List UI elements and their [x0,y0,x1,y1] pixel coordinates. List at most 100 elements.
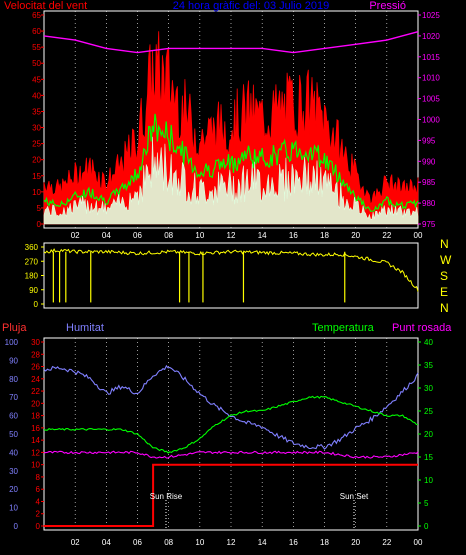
temp-x-tick-label: 14 [258,538,267,547]
rain-tick-label: 14 [31,436,40,445]
direction-label-3: E [440,285,448,299]
pressure-tick-label: 1005 [422,95,440,104]
rain-tick-label: 30 [31,338,40,347]
temp-x-tick-label: 16 [289,538,298,547]
rain-tick-label: 6 [36,485,41,494]
sunset-label: Sun Set [340,492,369,501]
temp-x-tick-label: 12 [227,538,236,547]
humidity-tick-label: 0 [14,522,19,531]
humidity-tick-label: 50 [9,430,18,439]
wind-x-tick-label: 08 [164,231,173,240]
temperature-y-axis: 0 5 10 15 20 25 30 35 40 [418,338,433,531]
direction-label-0: N [440,237,449,251]
wind-tick-label: 30 [32,124,41,133]
wind-x-tick-label: 00 [414,231,423,240]
pressure-tick-label: 1020 [422,32,440,41]
temp-x-tick-label: 06 [133,538,142,547]
wind-tick-label: 45 [32,75,41,84]
pressure-tick-label: 985 [422,178,436,187]
direction-tick-label: 360 [25,243,39,252]
wind-x-tick-label: 04 [102,231,111,240]
pressure-tick-label: 1010 [422,74,440,83]
humidity-y-axis: 0 10 20 30 40 50 60 70 80 90 100 [5,338,19,531]
dew-point-series [43,450,419,459]
wind-tick-label: 5 [37,204,42,213]
wind-tick-label: 20 [32,156,41,165]
direction-series [43,248,419,303]
wind-tick-label: 10 [32,188,41,197]
humidity-title: Humitat [66,322,104,334]
direction-y-axis: 0 90 180 270 360 [25,243,44,309]
humidity-tick-label: 70 [9,393,18,402]
humidity-tick-label: 20 [9,485,18,494]
temperature-tick-label: 10 [424,476,433,485]
chart-date-title: 24 hora gràfic del: 03 Julio 2019 [173,0,330,12]
wind-x-tick-label: 18 [320,231,329,240]
rain-tick-label: 20 [31,399,40,408]
rain-tick-label: 16 [31,424,40,433]
temperature-series [43,395,419,454]
direction-plot-frame [43,242,419,309]
direction-label-1: W [440,253,452,267]
humidity-tick-label: 10 [9,504,18,513]
humidity-tick-label: 40 [9,448,18,457]
rain-tick-label: 18 [31,412,40,421]
pressure-tick-label: 995 [422,136,436,145]
temperature-tick-label: 35 [424,361,433,370]
rain-tick-label: 8 [36,473,41,482]
wind-tick-label: 40 [32,91,41,100]
wind-y-axis: 0 5 10 15 20 25 30 35 40 45 50 55 60 65 [32,11,44,229]
direction-tick-label: 0 [34,300,39,309]
wind-x-tick-label: 06 [133,231,142,240]
wind-x-tick-label: 12 [227,231,236,240]
pressure-tick-label: 975 [422,220,436,229]
temperature-tick-label: 20 [424,430,433,439]
temperature-tick-label: 25 [424,407,433,416]
pressure-tick-label: 1025 [422,11,440,20]
temp-x-tick-label: 02 [71,538,80,547]
direction-tick-label: 270 [25,257,39,266]
humidity-tick-label: 100 [5,338,19,347]
direction-label-4: N [440,301,449,315]
wind-x-tick-label: 22 [382,231,391,240]
wind-x-tick-label: 16 [289,231,298,240]
temperature-title: Temperatura [312,322,375,334]
wind-tick-label: 15 [32,172,41,181]
temperature-tick-label: 30 [424,384,433,393]
wind-tick-label: 25 [32,140,41,149]
pressure-series [43,31,419,54]
temp-series [43,364,419,527]
humidity-tick-label: 80 [9,375,18,384]
wind-tick-label: 60 [32,27,41,36]
rain-series [44,463,418,527]
pressure-tick-label: 1015 [422,53,440,62]
wind-tick-label: 55 [32,43,41,52]
dew-point-title: Punt rosada [392,322,452,334]
pressure-tick-label: 990 [422,157,436,166]
humidity-series [43,364,419,450]
temperature-tick-label: 40 [424,338,433,347]
temp-x-tick-label: 20 [351,538,360,547]
wind-tick-label: 0 [37,220,42,229]
temp-x-tick-label: 00 [414,538,423,547]
wind-tick-label: 65 [32,11,41,20]
temp-x-tick-label: 08 [164,538,173,547]
wind-series [43,31,419,225]
humidity-tick-label: 90 [9,356,18,365]
rain-title: Pluja [2,322,27,334]
rain-tick-label: 24 [31,375,40,384]
rain-tick-label: 26 [31,363,40,372]
rain-tick-label: 28 [31,350,40,359]
temp-x-tick-label: 22 [382,538,391,547]
temp-x-tick-label: 18 [320,538,329,547]
humidity-tick-label: 30 [9,467,18,476]
wind-speed-title: Velocitat del vent [4,0,87,12]
wind-low-series [43,136,419,225]
rain-tick-label: 12 [31,448,40,457]
wind-x-axis: 02 04 06 08 10 12 14 16 18 20 22 00 [71,231,423,240]
